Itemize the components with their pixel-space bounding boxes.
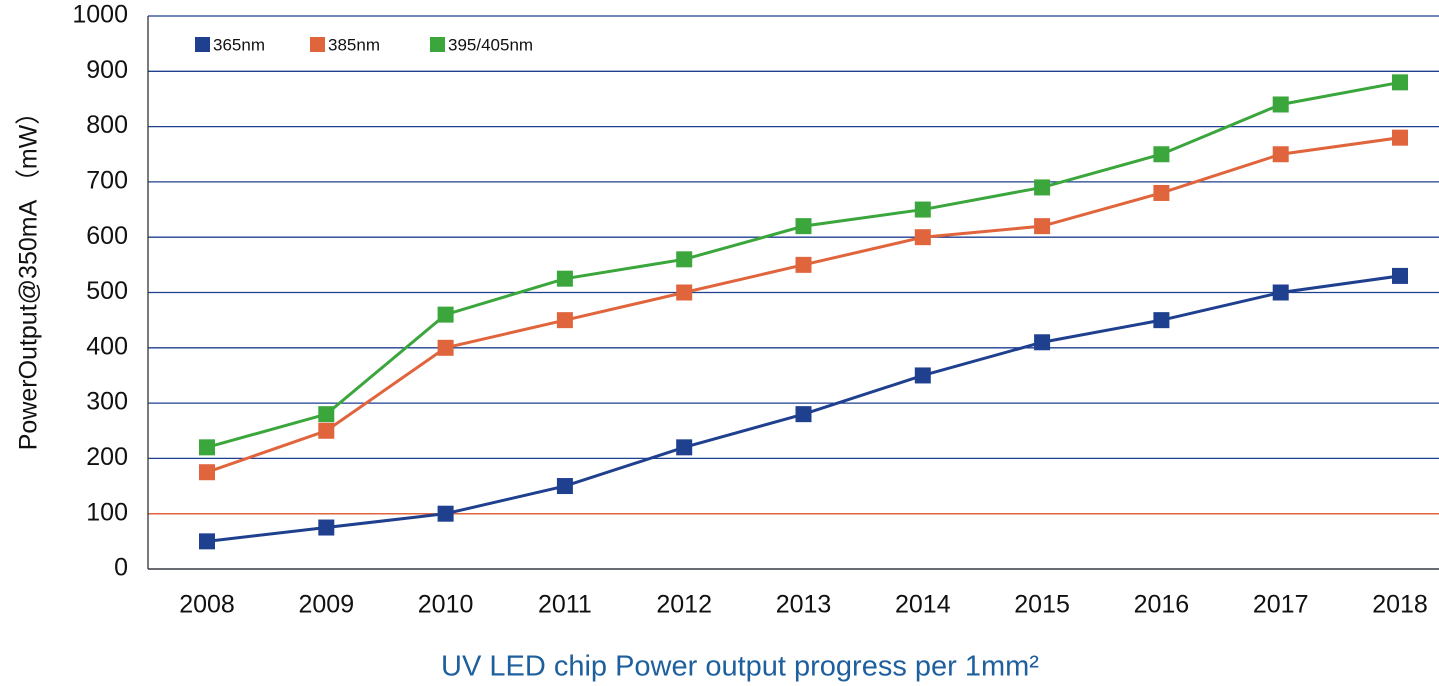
marker xyxy=(437,339,454,356)
legend-swatch xyxy=(195,37,210,52)
marker xyxy=(556,312,573,329)
marker xyxy=(318,519,335,536)
marker xyxy=(676,439,693,456)
marker xyxy=(437,306,454,323)
y-tick-label: 500 xyxy=(86,277,128,305)
y-tick-label: 1000 xyxy=(72,1,128,29)
marker xyxy=(914,201,931,218)
marker xyxy=(1272,284,1289,301)
x-tick-label: 2018 xyxy=(1372,591,1428,619)
marker xyxy=(199,464,215,481)
x-tick-label: 2017 xyxy=(1253,591,1309,619)
y-tick-label: 900 xyxy=(86,56,128,84)
y-tick-label: 100 xyxy=(86,498,128,526)
marker xyxy=(199,533,215,550)
legend-label: 395/405nm xyxy=(448,35,533,54)
marker xyxy=(1272,96,1289,113)
marker xyxy=(199,439,215,456)
y-tick-label: 200 xyxy=(86,443,128,471)
x-tick-label: 2008 xyxy=(179,591,235,619)
marker xyxy=(1153,146,1170,163)
marker xyxy=(676,284,693,301)
y-axis-label: PowerOutput@350mA （mW） xyxy=(15,100,43,451)
x-tick-label: 2013 xyxy=(776,591,832,619)
y-tick-label: 800 xyxy=(86,111,128,139)
marker xyxy=(556,478,573,495)
marker xyxy=(1153,184,1170,201)
x-tick-label: 2014 xyxy=(895,591,951,619)
x-tick-label: 2015 xyxy=(1014,591,1070,619)
marker xyxy=(318,422,335,439)
marker xyxy=(556,270,573,287)
y-tick-label: 300 xyxy=(86,388,128,416)
legend-swatch xyxy=(430,37,445,52)
marker xyxy=(795,256,812,273)
x-tick-label: 2012 xyxy=(656,591,712,619)
marker xyxy=(1034,334,1051,351)
legend-label: 365nm xyxy=(213,35,265,54)
y-tick-label: 400 xyxy=(86,332,128,360)
marker xyxy=(1034,218,1051,235)
marker xyxy=(1272,146,1289,163)
marker xyxy=(437,505,454,522)
marker xyxy=(914,229,931,246)
marker xyxy=(676,251,693,268)
x-tick-label: 2009 xyxy=(298,591,354,619)
x-tick-label: 2016 xyxy=(1134,591,1190,619)
chart-title: UV LED chip Power output progress per 1m… xyxy=(441,651,1039,683)
y-tick-label: 700 xyxy=(86,167,128,195)
marker xyxy=(1392,129,1408,146)
y-tick-label: 0 xyxy=(114,554,128,582)
marker xyxy=(795,218,812,235)
x-tick-label: 2010 xyxy=(418,591,474,619)
x-tick-label: 2011 xyxy=(538,591,592,619)
marker xyxy=(1392,74,1408,91)
marker xyxy=(914,367,931,384)
marker xyxy=(1392,267,1408,284)
marker xyxy=(318,406,335,423)
marker xyxy=(1153,312,1170,329)
legend-label: 385nm xyxy=(328,35,380,54)
legend-swatch xyxy=(310,37,325,52)
marker xyxy=(1034,179,1051,196)
y-tick-label: 600 xyxy=(86,222,128,250)
marker xyxy=(795,406,812,423)
